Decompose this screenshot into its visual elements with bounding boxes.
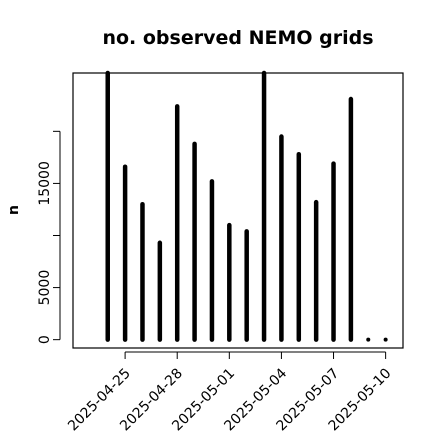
y-tick-label: 15000 (37, 161, 53, 206)
chart-title: no. observed NEMO grids (102, 27, 373, 49)
y-tick-label: 0 (37, 335, 53, 344)
bars-group (105, 70, 388, 342)
y-axis-label: n (6, 205, 22, 215)
y-tick-label: 5000 (37, 270, 53, 306)
bar (383, 337, 388, 342)
y-axis: 0 5000 15000 (37, 130, 61, 344)
x-axis: 2025-04-252025-04-282025-05-012025-05-04… (65, 351, 394, 434)
plot-frame (72, 72, 404, 349)
bar (366, 337, 371, 342)
